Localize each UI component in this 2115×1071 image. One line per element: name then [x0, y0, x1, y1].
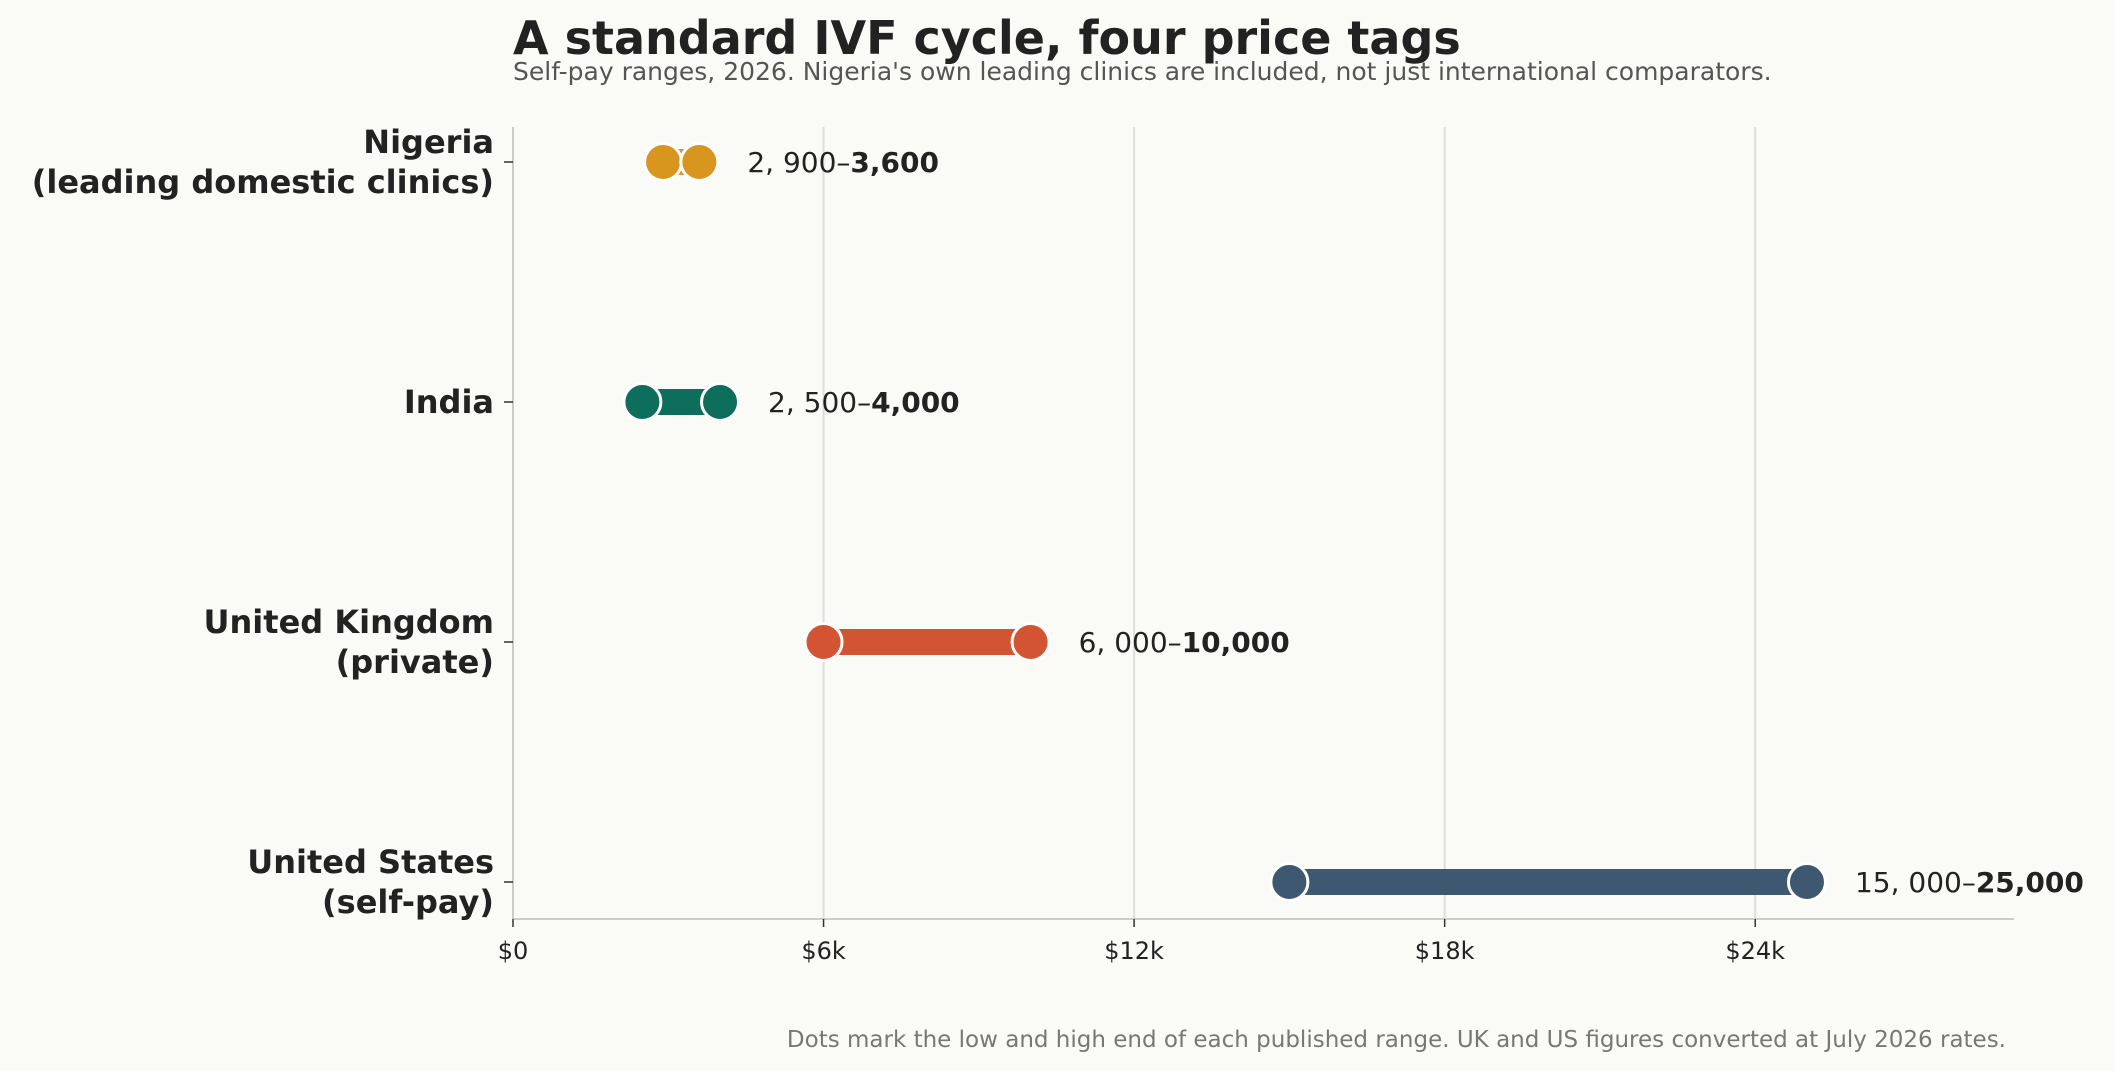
range-value-label: 2, 500–4,000: [768, 386, 960, 419]
low-dot: [803, 622, 844, 662]
low-dot: [1269, 862, 1310, 902]
x-tick-label: $0: [498, 937, 529, 965]
chart-subtitle: Self-pay ranges, 2026. Nigeria's own lea…: [513, 57, 1772, 86]
dumbbell-rows: Nigeria (leading domestic clinics) 2, 900–…: [32, 123, 2084, 921]
grid-lines: [822, 127, 1757, 919]
range-value-label: 15, 000–25,000: [1855, 866, 2084, 899]
category-label: Nigeria (leading domestic clinics): [32, 123, 494, 201]
x-tick-label: $12k: [1104, 937, 1164, 965]
x-tick-label: $24k: [1725, 937, 1785, 965]
high-dot: [679, 142, 720, 182]
x-axis-ticks: $0 $6k $12k $18k $24k: [498, 919, 1785, 965]
chart-footnote: Dots mark the low and high end of each p…: [787, 1027, 2006, 1053]
dumbbell-row: India 2, 500–4,000: [404, 382, 960, 422]
dumbbell-row: United Kingdom (private) 6, 000–10,000: [204, 603, 1290, 681]
range-value-label: 2, 900–3,600: [747, 146, 939, 179]
low-dot: [622, 382, 663, 422]
dumbbell-row: United States (self-pay) 15, 000–25,000: [247, 843, 2084, 921]
x-tick-label: $18k: [1415, 937, 1475, 965]
range-value-label: 6, 000–10,000: [1079, 626, 1290, 659]
x-tick-label: $6k: [801, 937, 846, 965]
chart-title: A standard IVF cycle, four price tags: [513, 11, 1461, 65]
high-dot: [700, 382, 741, 422]
category-label: India: [404, 383, 494, 421]
low-dot: [643, 142, 684, 182]
axes: [512, 127, 2014, 920]
high-dot: [1786, 862, 1827, 902]
category-label: United States (self-pay): [247, 843, 494, 921]
high-dot: [1010, 622, 1051, 662]
dumbbell-row: Nigeria (leading domestic clinics) 2, 900–…: [32, 123, 939, 201]
category-label: United Kingdom (private): [204, 603, 494, 681]
